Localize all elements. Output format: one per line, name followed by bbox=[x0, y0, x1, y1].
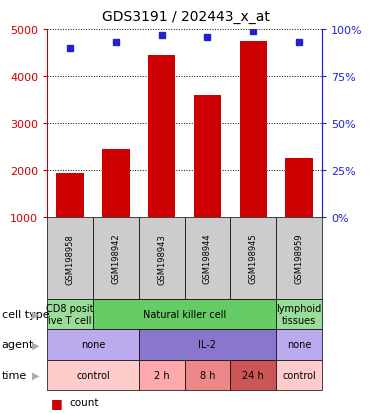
Text: lymphoid
tissues: lymphoid tissues bbox=[276, 304, 322, 325]
Text: Natural killer cell: Natural killer cell bbox=[143, 309, 226, 320]
Text: time: time bbox=[2, 370, 27, 380]
Text: ▶: ▶ bbox=[32, 309, 39, 320]
Text: GSM198944: GSM198944 bbox=[203, 233, 212, 284]
Text: CD8 posit
ive T cell: CD8 posit ive T cell bbox=[46, 304, 94, 325]
Text: 8 h: 8 h bbox=[200, 370, 215, 380]
Text: none: none bbox=[287, 339, 311, 350]
Text: percentile rank within the sample: percentile rank within the sample bbox=[69, 412, 245, 413]
Bar bbox=[285, 159, 313, 218]
Text: GSM198959: GSM198959 bbox=[295, 233, 303, 284]
Text: ■: ■ bbox=[51, 396, 63, 409]
Text: control: control bbox=[282, 370, 316, 380]
Text: none: none bbox=[81, 339, 105, 350]
Bar bbox=[102, 150, 129, 218]
Text: GSM198943: GSM198943 bbox=[157, 233, 166, 284]
Text: agent: agent bbox=[2, 339, 34, 350]
Text: IL-2: IL-2 bbox=[198, 339, 217, 350]
Text: count: count bbox=[69, 397, 99, 407]
Bar bbox=[240, 42, 267, 218]
Text: 2 h: 2 h bbox=[154, 370, 170, 380]
Bar bbox=[194, 96, 221, 218]
Text: ▶: ▶ bbox=[32, 370, 39, 380]
Text: GSM198958: GSM198958 bbox=[66, 233, 75, 284]
Text: ■: ■ bbox=[51, 410, 63, 413]
Bar bbox=[56, 173, 84, 218]
Bar bbox=[148, 56, 175, 218]
Text: GDS3191 / 202443_x_at: GDS3191 / 202443_x_at bbox=[102, 10, 269, 24]
Text: 24 h: 24 h bbox=[242, 370, 264, 380]
Text: cell type: cell type bbox=[2, 309, 49, 320]
Text: GSM198945: GSM198945 bbox=[249, 233, 258, 284]
Text: control: control bbox=[76, 370, 110, 380]
Text: GSM198942: GSM198942 bbox=[111, 233, 120, 284]
Text: ▶: ▶ bbox=[32, 339, 39, 350]
